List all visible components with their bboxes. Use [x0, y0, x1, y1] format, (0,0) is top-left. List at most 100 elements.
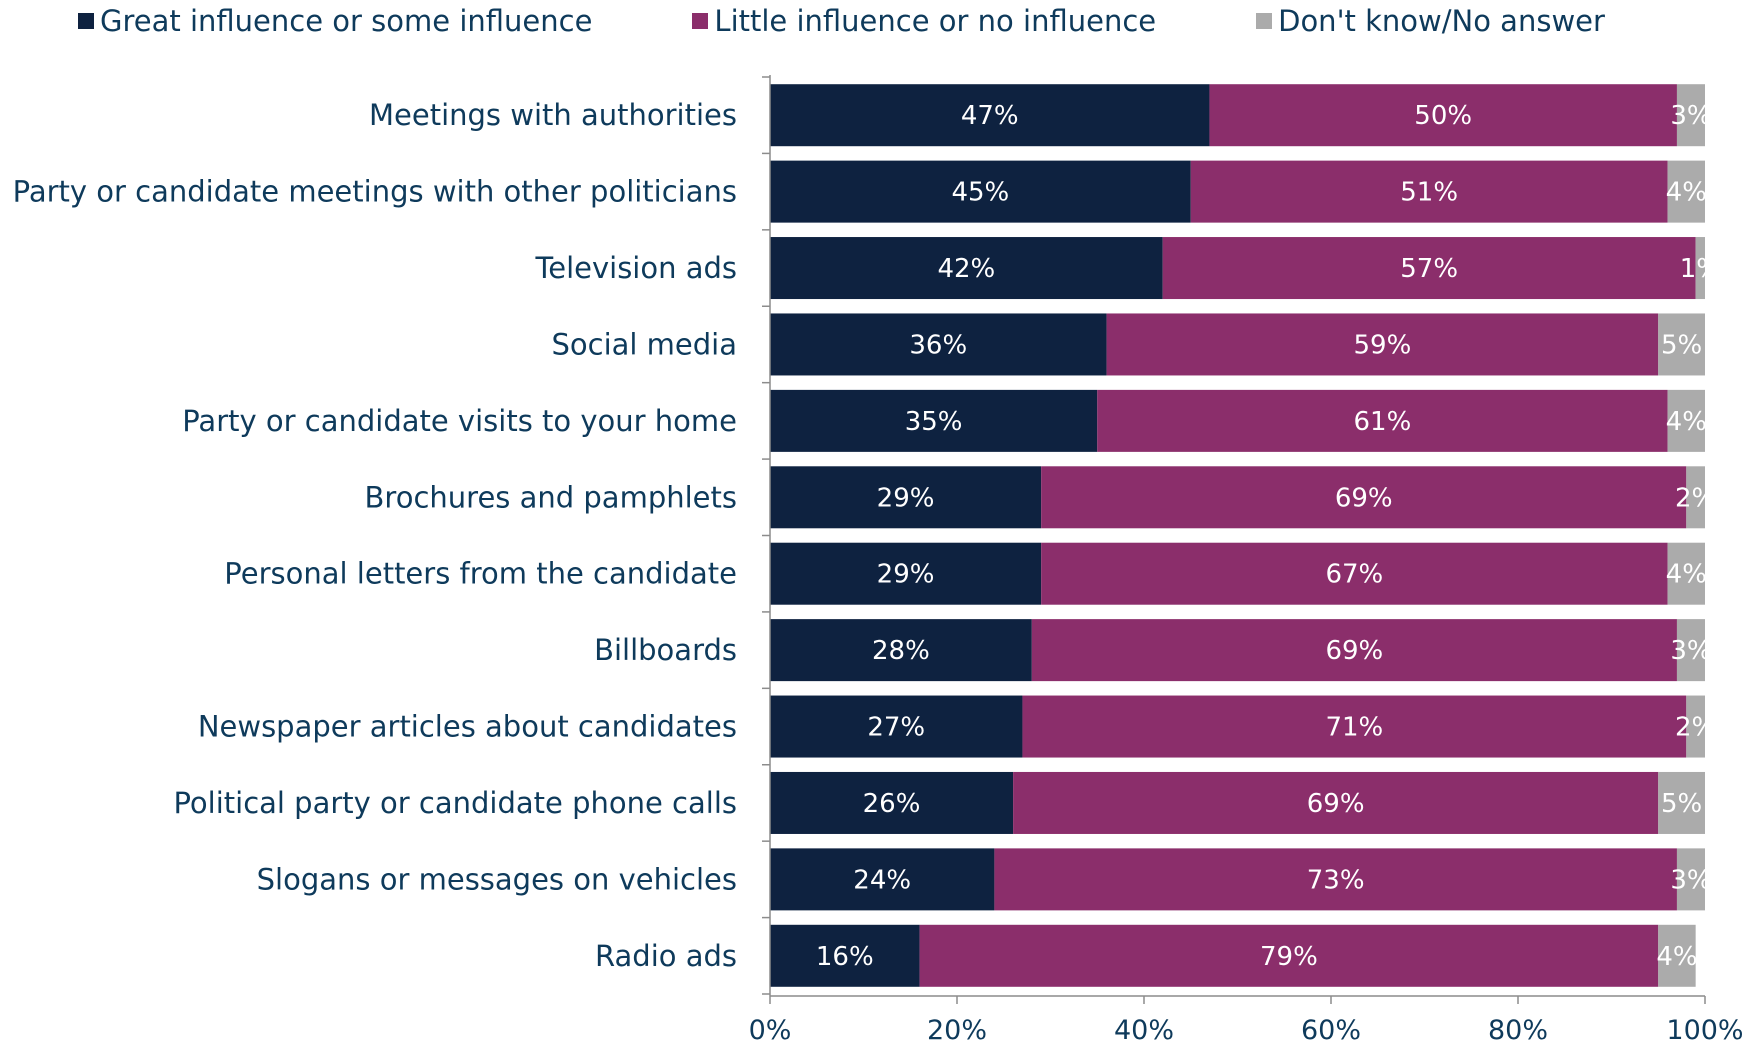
- bar-segment: [1676, 848, 1705, 911]
- data-label: 29%: [877, 560, 935, 590]
- data-label: 3%: [1670, 101, 1711, 131]
- data-label: 73%: [1307, 865, 1365, 895]
- data-label: 45%: [951, 178, 1009, 208]
- data-label: 69%: [1325, 636, 1383, 666]
- bar-segment: [1676, 84, 1705, 147]
- legend: Great influence or some influence Little…: [78, 0, 1705, 42]
- data-label: 4%: [1666, 407, 1707, 437]
- data-label: 5%: [1661, 330, 1702, 360]
- bar-segment: [1013, 771, 1659, 834]
- data-label: 26%: [863, 789, 921, 819]
- data-label: 79%: [1260, 942, 1318, 972]
- data-label: 57%: [1400, 254, 1458, 284]
- bar-segment: [919, 924, 1659, 987]
- legend-item-dont-know: Don't know/No answer: [1256, 4, 1605, 38]
- bar-segment: [1686, 695, 1705, 758]
- legend-item-little-influence: Little influence or no influence: [692, 4, 1156, 38]
- x-tick-label: 0%: [749, 1015, 792, 1046]
- x-tick-label: 80%: [1488, 1015, 1548, 1046]
- bar-segment: [770, 924, 920, 987]
- bar-segment: [1676, 619, 1705, 682]
- data-label: 61%: [1354, 407, 1412, 437]
- data-label: 5%: [1661, 789, 1702, 819]
- data-label: 47%: [961, 101, 1019, 131]
- bar-segment: [770, 542, 1042, 605]
- bar-segment: [1162, 237, 1696, 300]
- bar-segment: [1106, 313, 1659, 376]
- category-label: Billboards: [594, 633, 737, 667]
- data-label: 1%: [1680, 254, 1721, 284]
- bar-segment: [1658, 924, 1696, 987]
- legend-label: Don't know/No answer: [1278, 4, 1605, 38]
- legend-item-great-influence: Great influence or some influence: [78, 4, 592, 38]
- legend-label: Great influence or some influence: [100, 4, 593, 38]
- bar-segment: [770, 848, 995, 911]
- data-label: 3%: [1670, 865, 1711, 895]
- bar-segment: [1667, 160, 1705, 223]
- bar-segment: [1658, 771, 1705, 834]
- data-label: 71%: [1325, 713, 1383, 743]
- category-label: Slogans or messages on vehicles: [257, 862, 737, 896]
- data-label: 42%: [937, 254, 995, 284]
- data-label: 59%: [1354, 330, 1412, 360]
- data-label: 2%: [1675, 483, 1716, 513]
- data-label: 50%: [1414, 101, 1472, 131]
- bar-segment: [1041, 542, 1668, 605]
- data-label: 2%: [1675, 713, 1716, 743]
- bar-segment: [1695, 237, 1705, 300]
- bar-segment: [770, 771, 1014, 834]
- bar-segment: [994, 848, 1677, 911]
- legend-swatch: [78, 13, 94, 29]
- category-label: Party or candidate meetings with other p…: [13, 175, 737, 209]
- bar-segment: [1667, 389, 1705, 452]
- data-label: 51%: [1400, 178, 1458, 208]
- data-label: 67%: [1325, 560, 1383, 590]
- category-label: Television ads: [534, 251, 737, 285]
- bar-segment: [1041, 466, 1687, 529]
- data-label: 36%: [909, 330, 967, 360]
- data-label: 69%: [1335, 483, 1393, 513]
- bar-segment: [770, 313, 1107, 376]
- legend-label: Little influence or no influence: [714, 4, 1157, 38]
- bar-segment: [1031, 619, 1677, 682]
- bar-segment: [770, 84, 1210, 147]
- bar-segment: [1667, 542, 1705, 605]
- category-label: Brochures and pamphlets: [365, 480, 737, 514]
- category-label: Newspaper articles about candidates: [198, 710, 737, 744]
- bar-segment: [770, 619, 1032, 682]
- bar-segment: [1658, 313, 1705, 376]
- bar-segment: [770, 389, 1098, 452]
- x-tick-label: 100%: [1666, 1015, 1743, 1046]
- category-label: Personal letters from the candidate: [224, 557, 737, 591]
- bar-segment: [1190, 160, 1668, 223]
- data-label: 4%: [1666, 560, 1707, 590]
- data-label: 16%: [816, 942, 874, 972]
- bar-segment: [1686, 466, 1705, 529]
- bar-segment: [1022, 695, 1687, 758]
- data-label: 24%: [853, 865, 911, 895]
- data-label: 28%: [872, 636, 930, 666]
- category-label: Party or candidate visits to your home: [182, 404, 737, 438]
- data-label: 27%: [867, 713, 925, 743]
- bar-segment: [770, 237, 1163, 300]
- legend-swatch: [692, 13, 709, 29]
- bar-segment: [1209, 84, 1677, 147]
- category-label: Radio ads: [595, 939, 737, 973]
- x-tick-label: 60%: [1301, 1015, 1361, 1046]
- data-label: 69%: [1307, 789, 1365, 819]
- bar-segment: [770, 466, 1042, 529]
- data-label: 4%: [1666, 178, 1707, 208]
- bar-segment: [770, 160, 1191, 223]
- x-tick-label: 20%: [927, 1015, 987, 1046]
- data-label: 4%: [1656, 942, 1697, 972]
- category-label: Meetings with authorities: [369, 98, 737, 132]
- bar-segment: [1097, 389, 1668, 452]
- category-label: Political party or candidate phone calls: [173, 786, 737, 820]
- data-label: 3%: [1670, 636, 1711, 666]
- legend-swatch: [1256, 13, 1273, 29]
- data-label: 29%: [877, 483, 935, 513]
- category-label: Social media: [551, 327, 737, 361]
- x-tick-label: 40%: [1114, 1015, 1174, 1046]
- data-label: 35%: [905, 407, 963, 437]
